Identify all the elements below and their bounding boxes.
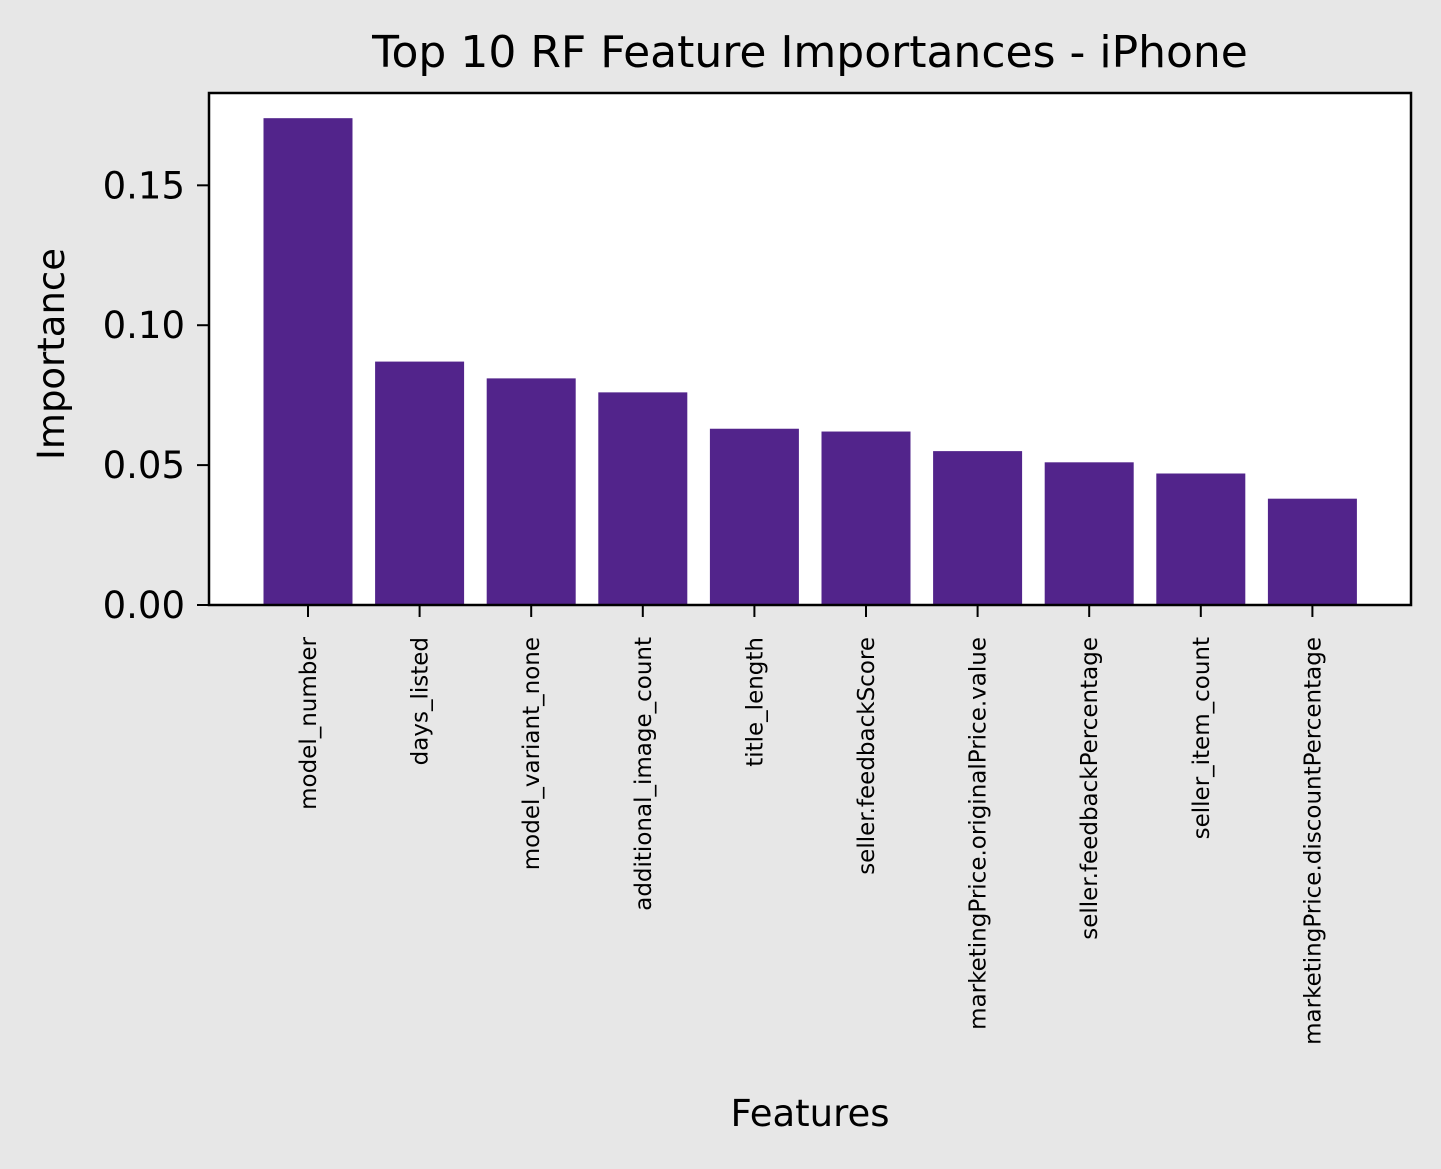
x-tick-label: marketingPrice.discountPercentage [1300, 637, 1326, 1045]
bar-title_length [709, 428, 799, 605]
bar-seller.feedbackScore [821, 431, 911, 605]
x-tick-label: seller.feedbackScore [854, 637, 880, 875]
x-tick-label: model_number [296, 636, 322, 809]
bar-marketingPrice.originalPrice.value [933, 451, 1023, 605]
x-tick-label: marketingPrice.originalPrice.value [966, 637, 992, 1030]
bar-seller.feedbackPercentage [1044, 462, 1134, 605]
y-axis-label: Importance [30, 248, 73, 460]
x-tick-label: title_length [742, 637, 768, 767]
y-tick-label: 0.05 [103, 444, 185, 487]
plot-frame [207, 91, 1413, 607]
bar-model_variant_none [486, 378, 576, 605]
x-axis-label: Features [730, 1092, 889, 1135]
bar-marketingPrice.discountPercentage [1267, 498, 1357, 605]
y-tick-label: 0.10 [103, 304, 185, 347]
y-tick-label: 0.00 [103, 584, 185, 627]
bar-seller_item_count [1156, 473, 1246, 605]
bars-group [263, 118, 1357, 605]
x-axis-ticks: model_number days_listed model_variant_non… [296, 605, 1326, 1045]
y-axis-ticks: 0.00 0.05 0.10 0.15 [103, 164, 209, 627]
bar-additional_image_count [598, 392, 688, 605]
y-tick-label: 0.15 [103, 164, 185, 207]
x-tick-label: seller_item_count [1189, 637, 1215, 839]
chart-title: Top 10 RF Feature Importances - iPhone [371, 27, 1248, 78]
bar-model_number [263, 118, 353, 605]
x-tick-label: days_listed [408, 637, 434, 765]
x-tick-label: additional_image_count [631, 637, 657, 911]
x-tick-label: model_variant_none [519, 637, 545, 870]
x-tick-label: seller.feedbackPercentage [1077, 637, 1103, 940]
bar-days_listed [375, 361, 465, 605]
